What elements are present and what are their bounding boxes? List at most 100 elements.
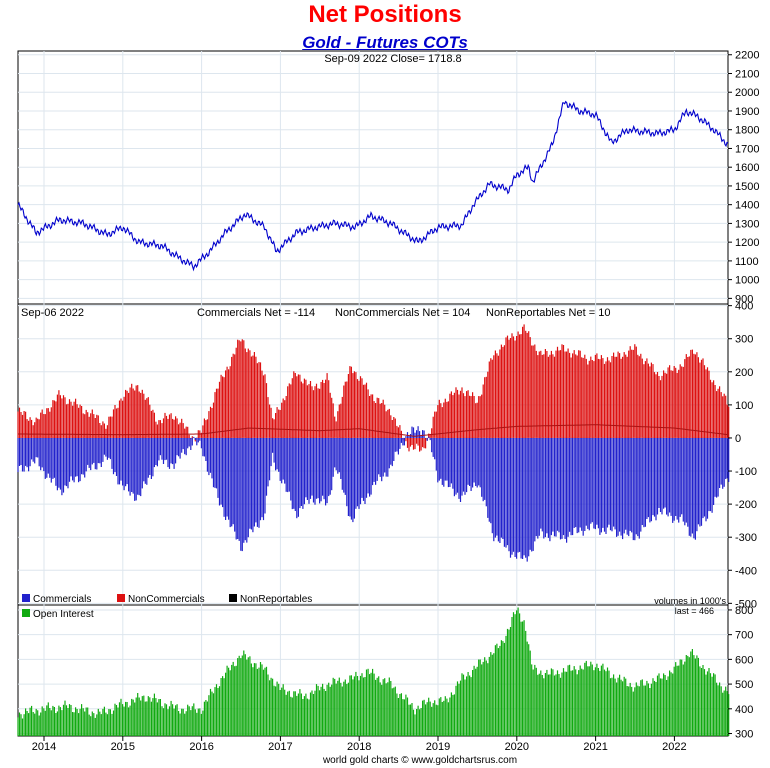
noncommercials-bar bbox=[526, 332, 528, 438]
open-interest-bar bbox=[259, 662, 262, 736]
commercials-bar bbox=[337, 438, 339, 474]
commercials-bar bbox=[635, 438, 637, 535]
commercials-bar bbox=[405, 436, 407, 438]
commercials-bar bbox=[247, 438, 249, 538]
noncommercials-bar bbox=[167, 418, 169, 438]
open-interest-bar bbox=[440, 697, 442, 736]
open-interest-bar bbox=[628, 686, 630, 736]
commercials-bar bbox=[193, 436, 195, 438]
open-interest-bar bbox=[73, 712, 75, 736]
commercials-bar bbox=[553, 438, 556, 537]
open-interest-bar bbox=[549, 674, 551, 736]
open-interest-bar bbox=[725, 686, 727, 736]
gridlines bbox=[18, 51, 728, 736]
commercials-bar bbox=[184, 438, 186, 455]
noncommercials-bar bbox=[114, 405, 116, 438]
commercials-bar bbox=[81, 438, 83, 475]
commercials-bar bbox=[269, 438, 271, 481]
commercials-bar bbox=[379, 438, 381, 477]
commercials-bar bbox=[403, 438, 405, 446]
oi-y-tick-label: 300 bbox=[735, 729, 753, 741]
noncommercials-bar bbox=[222, 376, 224, 438]
noncommercials-bar bbox=[417, 438, 419, 446]
open-interest-bar bbox=[364, 677, 366, 736]
open-interest-bar bbox=[82, 708, 84, 736]
commercials-bar bbox=[223, 438, 225, 517]
open-interest-bar bbox=[673, 666, 675, 736]
noncommercials-bar bbox=[346, 381, 348, 438]
commercials-bar bbox=[658, 438, 660, 508]
commercials-bar bbox=[90, 438, 92, 471]
open-interest-bar bbox=[76, 709, 78, 736]
commercials-bar bbox=[128, 438, 130, 492]
commercials-bar bbox=[65, 438, 68, 487]
commercials-bar bbox=[43, 438, 45, 472]
noncommercials-bar bbox=[231, 356, 233, 438]
oi-y-tick-label: 400 bbox=[735, 704, 753, 716]
noncommercials-bar bbox=[184, 428, 186, 438]
open-interest-bar bbox=[423, 699, 425, 736]
commercials-bar bbox=[669, 438, 671, 513]
open-interest-bar bbox=[270, 677, 272, 736]
noncommercials-bar bbox=[364, 384, 366, 438]
open-interest-bar bbox=[694, 658, 696, 736]
open-interest-bar bbox=[693, 655, 695, 736]
open-interest-bar bbox=[196, 712, 198, 736]
open-interest-bar bbox=[31, 705, 33, 736]
noncommercials-bar bbox=[388, 408, 390, 438]
open-interest-bar bbox=[284, 689, 286, 736]
open-interest-bar bbox=[494, 645, 496, 736]
commercials-bar bbox=[338, 438, 340, 473]
open-interest-bar bbox=[369, 674, 371, 736]
commercials-bar bbox=[640, 438, 642, 532]
commercials-bar bbox=[396, 438, 398, 452]
noncommercials-bar bbox=[350, 366, 352, 438]
commercials-bar bbox=[208, 438, 210, 476]
open-interest-bar bbox=[229, 670, 231, 736]
commercials-bar bbox=[384, 438, 386, 473]
noncommercials-bar bbox=[412, 438, 415, 450]
open-interest-bar bbox=[411, 703, 413, 736]
noncommercials-bar bbox=[711, 382, 713, 438]
open-interest-bar bbox=[593, 670, 595, 736]
commercials-bar bbox=[447, 438, 449, 488]
commercials-bar bbox=[96, 438, 98, 470]
commercials-bar bbox=[588, 438, 590, 531]
noncommercials-bar bbox=[385, 411, 387, 438]
commercials-bar bbox=[84, 438, 86, 478]
noncommercials-bar bbox=[99, 423, 101, 438]
open-interest-bar bbox=[599, 670, 601, 736]
noncommercials-bar bbox=[182, 423, 184, 438]
commercials-bar bbox=[91, 438, 93, 465]
noncommercials-bar bbox=[94, 418, 96, 438]
noncommercials-bar bbox=[425, 438, 427, 449]
open-interest-bar bbox=[305, 693, 307, 736]
commercials-bar bbox=[725, 438, 727, 479]
noncommercials-bar bbox=[700, 359, 703, 438]
open-interest-bar bbox=[278, 683, 280, 736]
x-tick-label: 2021 bbox=[583, 741, 607, 753]
noncommercials-bar bbox=[31, 419, 33, 438]
commercials-bar bbox=[129, 438, 131, 496]
commercials-bar bbox=[572, 438, 574, 536]
open-interest-bar bbox=[672, 673, 674, 736]
open-interest-bar bbox=[265, 666, 268, 736]
open-interest-bar bbox=[382, 679, 384, 736]
noncommercials-bar bbox=[314, 386, 316, 438]
commercials-bar bbox=[135, 438, 137, 501]
open-interest-bar bbox=[155, 698, 157, 736]
commercials-bar bbox=[443, 438, 445, 487]
commercials-bar bbox=[170, 438, 172, 464]
open-interest-bar bbox=[687, 655, 689, 736]
open-interest-bar bbox=[376, 677, 378, 736]
noncommercials-bar bbox=[46, 408, 48, 438]
commercials-bar bbox=[312, 438, 315, 503]
commercials-bar bbox=[523, 438, 525, 556]
noncommercials-bar bbox=[347, 374, 349, 438]
noncommercials-bar bbox=[361, 378, 363, 438]
noncommercials-bar bbox=[611, 356, 613, 438]
commercials-bar bbox=[361, 438, 363, 498]
noncommercials-bar bbox=[220, 374, 222, 438]
open-interest-bar bbox=[667, 676, 669, 736]
noncommercials-bar bbox=[373, 401, 375, 438]
